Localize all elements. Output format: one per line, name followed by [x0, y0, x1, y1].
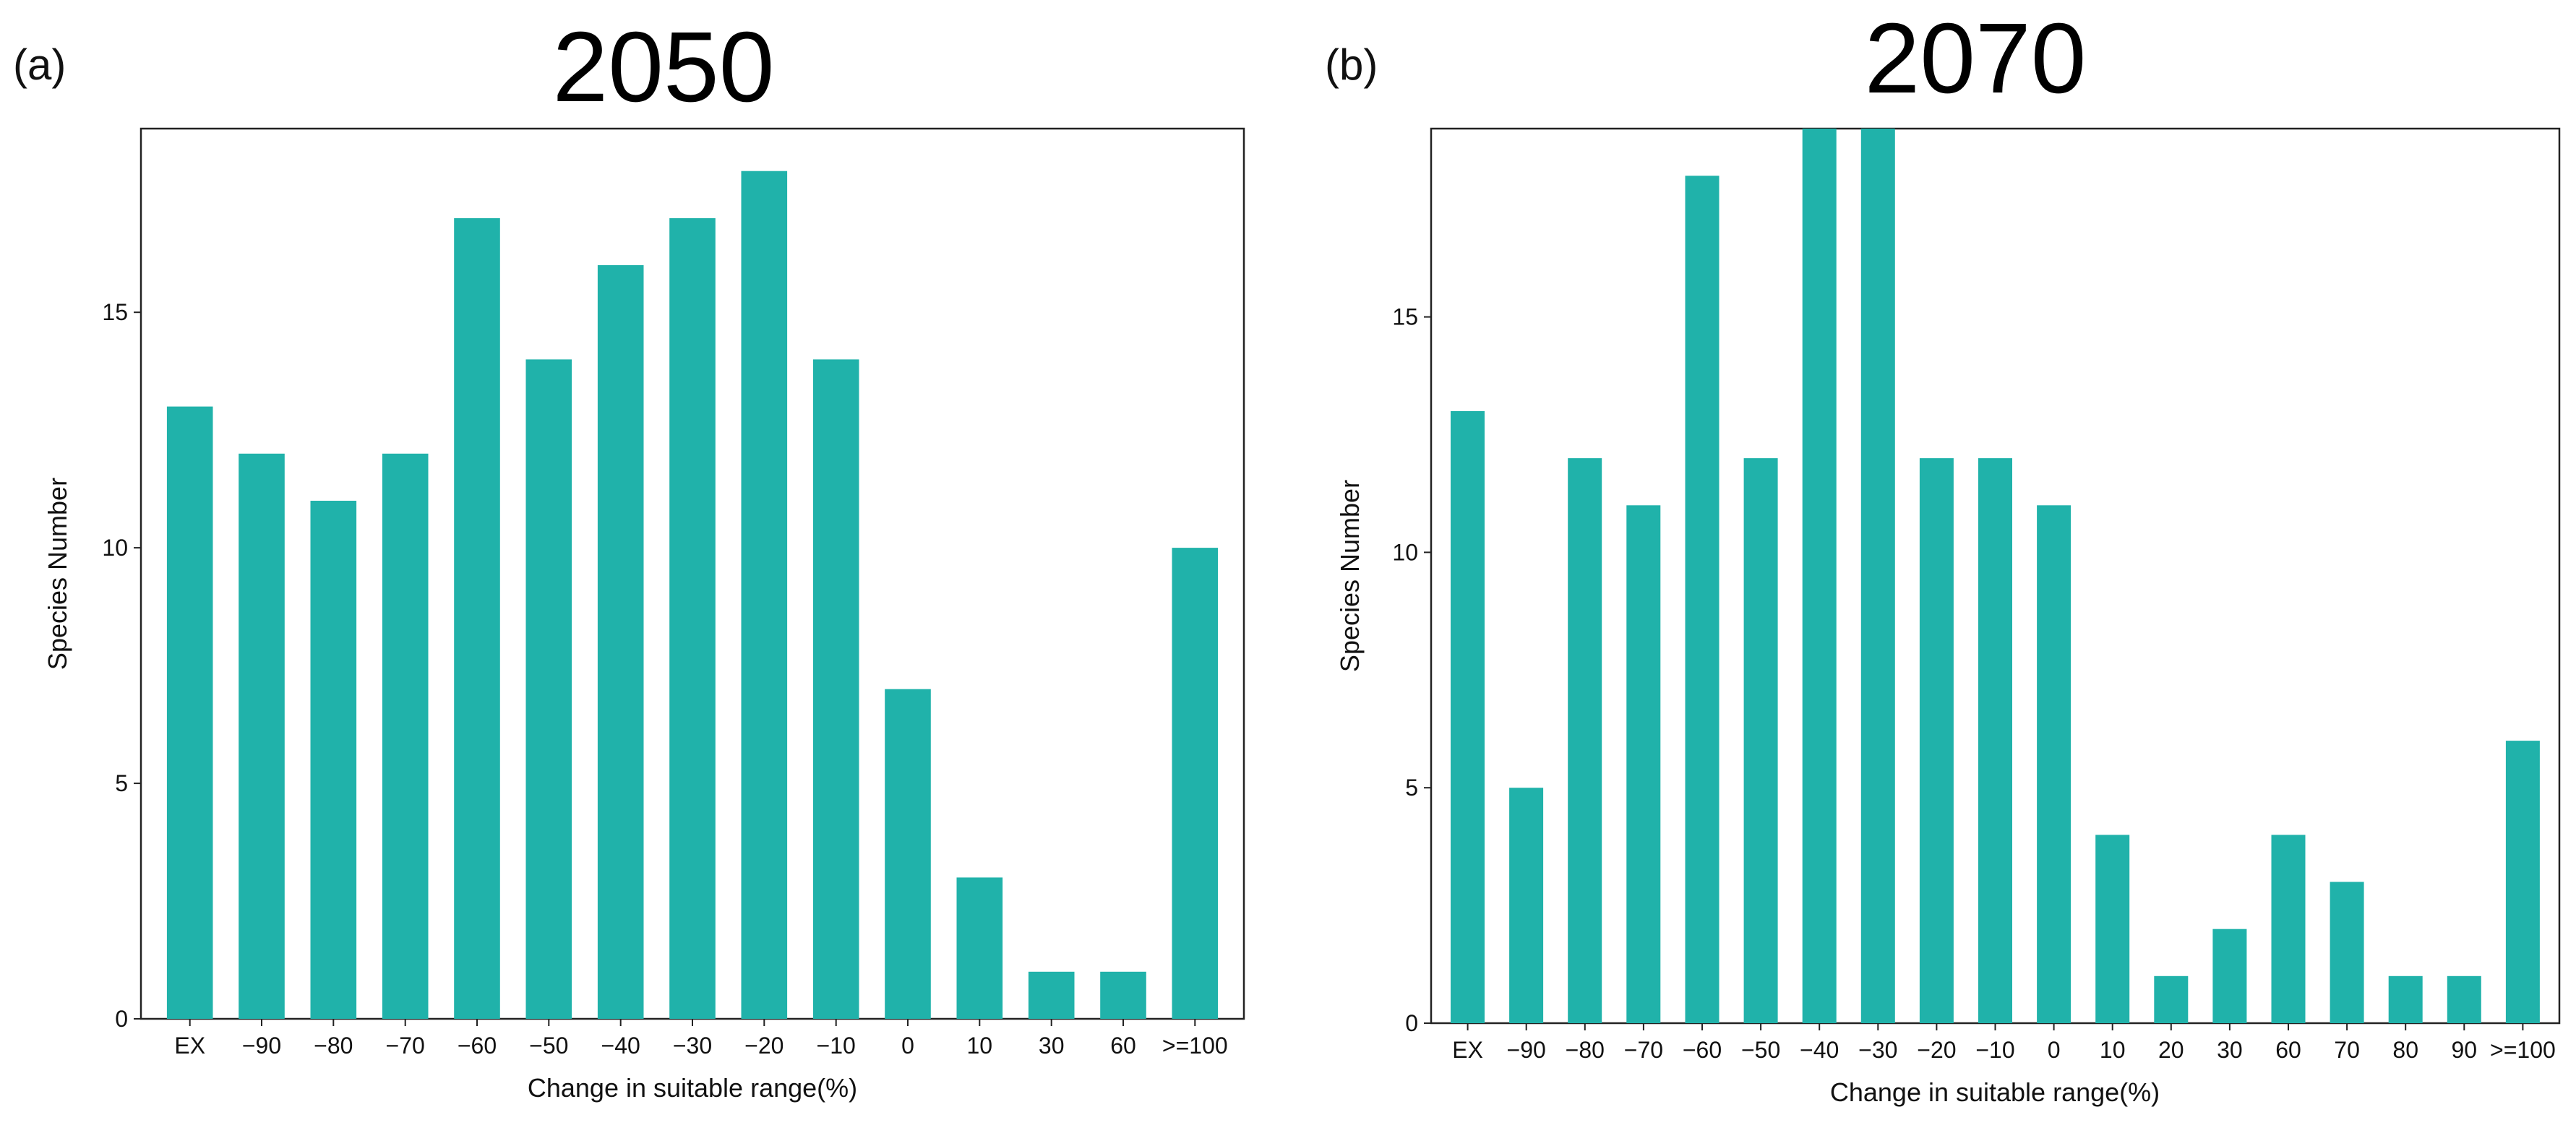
x-tick-label-a-8: −20 [744, 1033, 783, 1059]
y-tick-label-b-0: 0 [1405, 1010, 1418, 1036]
x-tick-label-a-10: 0 [901, 1033, 914, 1059]
x-tick-label-b-4: −60 [1683, 1037, 1722, 1063]
panel-b-x-axis-title: Change in suitable range(%) [1830, 1077, 2160, 1107]
bar-a-3 [382, 453, 429, 1019]
x-tick-label-b-13: 30 [2217, 1037, 2243, 1063]
bar-b-4 [1685, 176, 1720, 1024]
panel-a-title: 2050 [553, 12, 775, 123]
bar-a-10 [885, 689, 931, 1019]
x-tick-label-a-5: −50 [529, 1033, 568, 1059]
x-tick-label-b-11: 10 [2100, 1037, 2126, 1063]
bar-a-11 [956, 877, 1003, 1019]
x-tick-label-b-6: −40 [1800, 1037, 1839, 1063]
x-tick-label-a-0: EX [174, 1033, 205, 1059]
panel-b-y-axis: 0 5 10 15 [1392, 304, 1431, 1036]
panel-a-bars [166, 171, 1219, 1020]
bar-b-18 [2505, 741, 2540, 1023]
bar-b-10 [2037, 505, 2071, 1023]
x-tick-label-a-6: −40 [601, 1033, 640, 1059]
bar-b-13 [2212, 929, 2247, 1023]
x-tick-label-b-3: −70 [1624, 1037, 1663, 1063]
x-tick-label-b-14: 60 [2275, 1037, 2301, 1063]
x-tick-label-a-9: −10 [817, 1033, 856, 1059]
x-tick-label-a-4: −60 [458, 1033, 497, 1059]
x-tick-label-a-12: 30 [1039, 1033, 1065, 1059]
panel-b-y-axis-title: Species Number [1335, 480, 1365, 672]
panel-a-x-axis-title: Change in suitable range(%) [528, 1073, 857, 1103]
bar-a-5 [525, 359, 572, 1019]
bar-a-6 [597, 265, 644, 1019]
x-tick-label-a-13: 60 [1110, 1033, 1136, 1059]
bar-b-14 [2271, 835, 2306, 1023]
x-tick-label-b-12: 20 [2158, 1037, 2184, 1063]
x-tick-label-b-0: EX [1452, 1037, 1483, 1063]
panel-a-y-axis-title: Species Number [43, 478, 72, 670]
bar-a-9 [812, 359, 859, 1019]
panel-b-title: 2070 [1865, 3, 2087, 114]
bar-b-15 [2330, 882, 2364, 1023]
bar-a-8 [741, 171, 788, 1020]
x-tick-label-a-1: −90 [242, 1033, 281, 1059]
bar-a-12 [1028, 971, 1075, 1019]
bar-b-3 [1626, 505, 1661, 1023]
y-tick-label-a-2: 10 [102, 535, 128, 561]
panel-a-x-axis: EX −90 −80 −70 −60 −50 −40 −30 −20 −10 0 10 30 60 >=10… [174, 1019, 1228, 1059]
panel-b-x-axis: EX −90 −80 −70 −60 −50 −40 −30 −20 −10 0 10 20 30 60 70… [1452, 1023, 2556, 1063]
x-tick-label-b-7: −30 [1858, 1037, 1897, 1063]
y-tick-label-b-3: 15 [1392, 304, 1418, 330]
bar-b-12 [2154, 975, 2189, 1023]
y-tick-label-b-1: 5 [1405, 775, 1418, 801]
panel-b-label: (b) [1325, 40, 1378, 89]
x-tick-label-b-1: −90 [1507, 1037, 1546, 1063]
bar-a-2 [310, 501, 357, 1019]
bar-a-13 [1100, 971, 1146, 1019]
bar-b-9 [1978, 458, 2012, 1023]
x-tick-label-b-18: >=100 [2490, 1037, 2556, 1063]
panel-b-bars [1451, 129, 2540, 1024]
bar-b-2 [1568, 458, 1602, 1023]
bar-a-14 [1172, 548, 1219, 1019]
bar-b-8 [1919, 458, 1954, 1023]
x-tick-label-a-11: 10 [967, 1033, 993, 1059]
bar-b-16 [2388, 975, 2423, 1023]
x-tick-label-b-16: 80 [2392, 1037, 2418, 1063]
y-tick-label-a-1: 5 [115, 770, 128, 796]
x-tick-label-b-15: 70 [2334, 1037, 2360, 1063]
bar-b-1 [1509, 788, 1544, 1023]
bar-b-11 [2095, 835, 2130, 1023]
y-tick-label-a-3: 15 [102, 299, 128, 325]
bar-a-1 [239, 453, 285, 1019]
bar-b-0 [1451, 410, 1485, 1023]
x-tick-label-a-14: >=100 [1162, 1033, 1228, 1059]
bar-b-6 [1802, 129, 1837, 1023]
bar-b-17 [2447, 975, 2481, 1023]
x-tick-label-a-2: −80 [314, 1033, 353, 1059]
bar-a-4 [454, 217, 500, 1019]
x-tick-label-b-9: −10 [1975, 1037, 2014, 1063]
y-tick-label-a-0: 0 [115, 1006, 128, 1032]
x-tick-label-b-5: −50 [1741, 1037, 1780, 1063]
bar-b-7 [1860, 129, 1895, 1023]
x-tick-label-b-2: −80 [1566, 1037, 1605, 1063]
panel-a-y-axis: 0 5 10 15 [102, 299, 141, 1032]
bar-b-5 [1743, 458, 1778, 1023]
bar-a-0 [166, 406, 213, 1019]
panel-a: (a) 2050 0 5 10 15 EX −90 −80 −70 −60 −50 −40 −30 −… [13, 12, 1245, 1103]
x-tick-label-b-8: −20 [1917, 1037, 1956, 1063]
x-tick-label-b-17: 90 [2452, 1037, 2478, 1063]
panel-a-label: (a) [13, 40, 66, 89]
y-tick-label-b-2: 10 [1392, 539, 1418, 565]
bar-a-7 [669, 217, 716, 1019]
x-tick-label-a-3: −70 [386, 1033, 425, 1059]
x-tick-label-b-10: 0 [2048, 1037, 2061, 1063]
x-tick-label-a-7: −30 [673, 1033, 712, 1059]
